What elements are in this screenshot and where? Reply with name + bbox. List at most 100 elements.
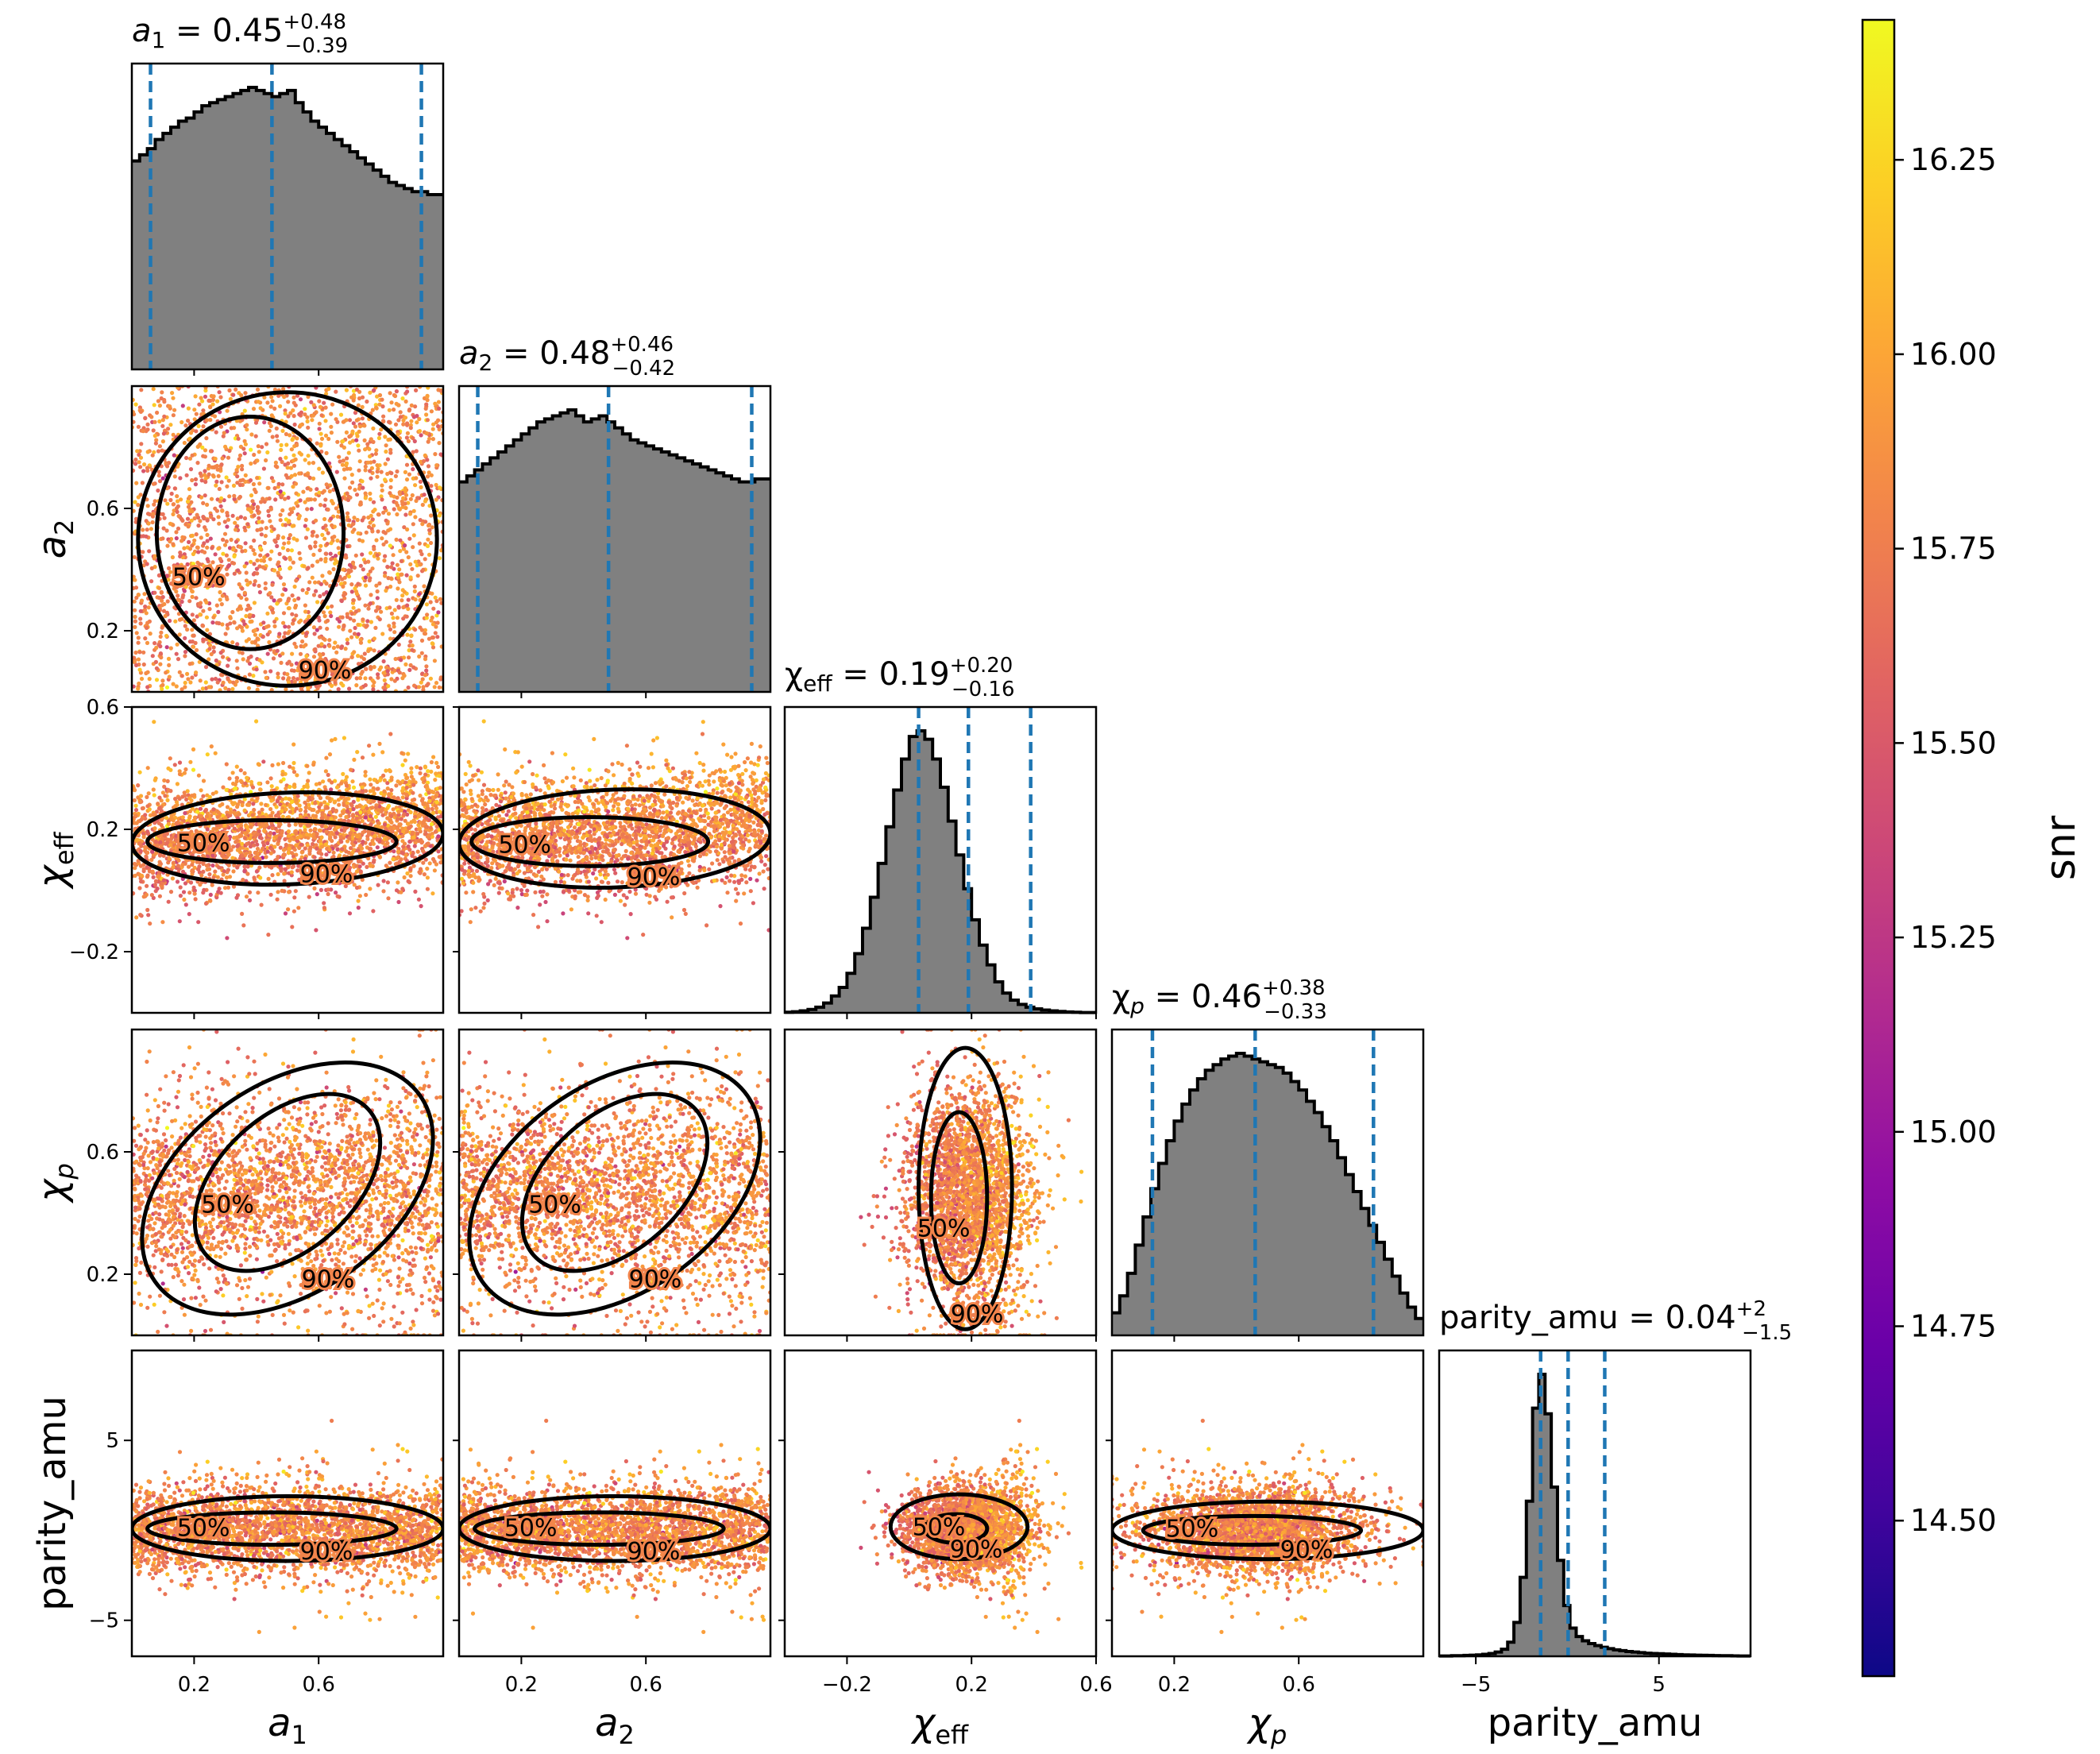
sample-point [134,595,139,601]
sample-point [320,532,325,538]
sample-point [361,861,365,866]
sample-point [255,687,260,692]
sample-point [349,803,354,808]
sample-point [409,766,414,771]
sample-point [294,578,299,583]
sample-point [201,424,206,429]
sample-point [434,599,439,604]
sample-point [205,518,210,523]
sample-point [311,403,316,408]
sample-point [336,546,341,551]
sample-point [342,476,347,481]
sample-point [389,829,394,834]
sample-point [371,841,376,846]
sample-point [168,756,172,761]
sample-point [214,430,218,435]
sample-point [388,447,393,452]
sample-point [378,778,383,782]
sample-point [418,549,423,554]
sample-point [259,500,264,504]
sample-point [380,536,384,541]
sample-point [384,539,388,544]
sample-point [388,437,392,442]
sample-point [395,495,400,500]
sample-point [411,545,415,550]
sample-point [407,536,412,541]
sample-point [380,632,385,636]
sample-point [176,858,181,863]
sample-point [269,549,274,554]
sample-point [382,778,387,782]
sample-point [434,771,438,776]
sample-point [191,644,196,649]
sample-point [145,670,150,674]
sample-point [383,477,388,482]
sample-point [386,684,391,689]
sample-point [365,864,369,869]
sample-point [207,657,211,662]
sample-point [251,674,256,678]
sample-point [211,875,216,879]
sample-point [360,552,365,557]
sample-point [383,435,388,439]
sample-point [353,553,358,558]
sample-point [404,389,410,394]
sample-point [366,572,371,577]
sample-point [331,645,336,651]
sample-point [391,616,396,620]
sample-point [427,833,432,837]
sample-point [291,408,295,413]
sample-point [291,621,295,626]
sample-point [400,501,405,507]
sample-point [324,581,329,586]
sample-point [204,814,210,819]
sample-point [345,839,350,844]
sample-point [355,750,360,755]
sample-point [191,551,195,557]
sample-point [409,633,414,639]
sample-point [422,631,427,636]
sample-point [281,676,286,681]
sample-point [182,897,187,902]
sample-point [434,420,439,425]
sample-point [255,571,260,576]
sample-point [408,809,413,815]
sample-point [373,451,378,456]
sample-point [351,848,356,852]
sample-point [423,499,428,504]
sample-point [375,469,380,474]
sample-point [411,790,415,795]
sample-point [357,851,363,856]
sample-point [248,606,253,611]
sample-point [145,907,150,913]
sample-point [393,831,398,836]
sample-point [176,657,181,662]
sample-point [133,650,138,655]
sample-point [421,567,426,572]
sample-point [397,490,402,495]
sample-point [382,822,388,827]
sample-point [351,806,356,812]
sample-point [403,415,408,420]
sample-point [177,769,182,774]
sample-point [327,570,332,575]
sample-point [268,851,273,856]
sample-point [364,666,369,671]
sample-point [404,477,410,482]
sample-point [221,785,226,790]
sample-point [164,528,169,533]
sample-point [250,785,256,790]
sample-point [394,856,399,861]
histogram-fill [1112,1053,1423,1335]
sample-point [146,791,151,796]
sample-point [268,519,272,523]
sample-point [314,518,318,523]
sample-point [343,883,348,889]
sample-point [406,825,411,830]
hist-panel-a_1: a1 = 0.45+0.48 −0.39 [130,10,445,371]
sample-point [141,662,146,667]
sample-point [268,831,273,836]
sample-point [298,423,303,427]
sample-point [311,625,316,630]
sample-point [287,536,291,541]
